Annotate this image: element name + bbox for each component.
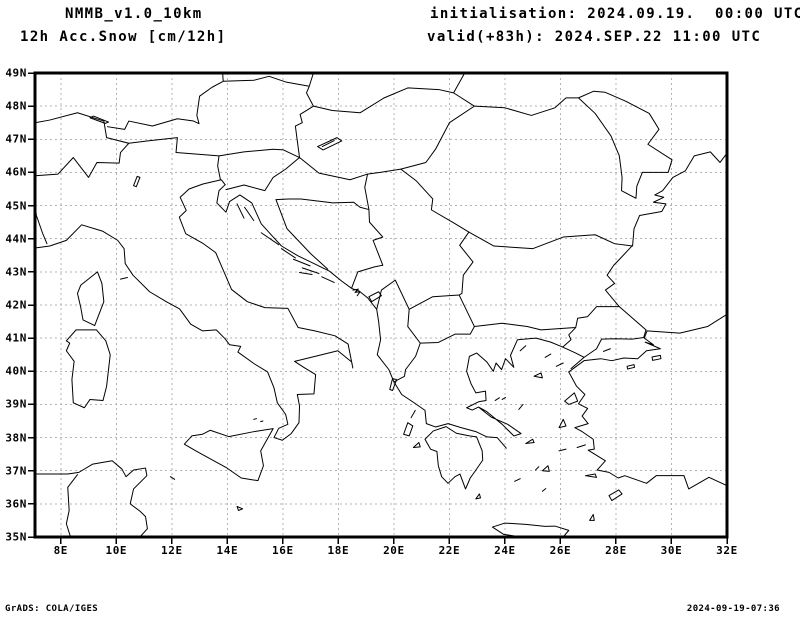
grads-credit-label: GrADS: COLA/IGES [5, 604, 99, 614]
map-layer [35, 73, 727, 538]
field-title: 12h Acc.Snow [cm/12h] [20, 29, 227, 45]
creation-timestamp-label: 2024-09-19-07:36 [686, 604, 780, 614]
lat-tick-label: 43N [5, 265, 27, 279]
model-title: NMMB_v1.0_10km [65, 6, 203, 22]
lat-tick-label: 48N [5, 99, 27, 113]
lat-tick-label: 38N [5, 431, 27, 445]
lon-tick-label: 12E [161, 544, 183, 557]
coastline-africa [35, 461, 147, 537]
lat-tick-label: 35N [5, 530, 27, 544]
lon-tick-label: 18E [327, 544, 350, 557]
lon-tick-label: 22E [438, 544, 461, 557]
lat-tick-label: 36N [5, 497, 27, 511]
lat-tick-label: 40N [5, 364, 27, 378]
lon-tick-label: 10E [105, 544, 128, 557]
coastline-turkey-north [569, 314, 727, 372]
coastline-north-greece [467, 338, 563, 436]
borders-east-europe [474, 91, 672, 198]
borders-balkans [276, 169, 633, 382]
lat-tick-label: 45N [5, 199, 27, 213]
islands-italy [66, 272, 273, 511]
lat-tick-label: 44N [5, 232, 27, 246]
lat-tick-label: 37N [5, 464, 27, 478]
lon-tick-label: 20E [383, 544, 405, 557]
islands-aegean [390, 346, 622, 521]
lat-tick-label: 49N [5, 66, 27, 80]
lon-tick-label: 14E [216, 544, 239, 557]
coastline-blacksea-west [605, 152, 727, 330]
lon-tick-label: 30E [660, 544, 683, 557]
borders-central-europe [35, 73, 474, 244]
plot-frame [33, 71, 729, 539]
lakes [90, 116, 661, 369]
coastline-peloponnese [425, 427, 483, 489]
lat-tick-label: 46N [5, 165, 27, 179]
coastline-italy [35, 180, 353, 441]
lon-tick-label: 16E [272, 544, 294, 557]
islands-dalmatia [237, 204, 360, 296]
lon-tick-label: 26E [549, 544, 572, 557]
lon-tick-label: 24E [494, 544, 516, 557]
lat-tick-label: 41N [5, 331, 27, 345]
coastline-turkey-aegean [569, 372, 727, 489]
lon-tick-label: 8E [53, 544, 69, 557]
lat-tick-label: 47N [5, 132, 27, 146]
lon-tick-label: 28E [605, 544, 627, 557]
coastline-adriatic-east [217, 185, 507, 448]
lat-tick-label: 42N [5, 298, 27, 312]
lat-tick-label: 39N [5, 397, 27, 411]
coastline-crete [492, 523, 568, 538]
valid-time-label: valid(+83h): 2024.SEP.22 11:00 UTC [427, 29, 762, 45]
coastline-marmara-north [563, 330, 646, 369]
lon-tick-label: 32E [716, 544, 738, 557]
init-time-label: initialisation: 2024.09.19. 00:00 UTC [430, 6, 800, 22]
